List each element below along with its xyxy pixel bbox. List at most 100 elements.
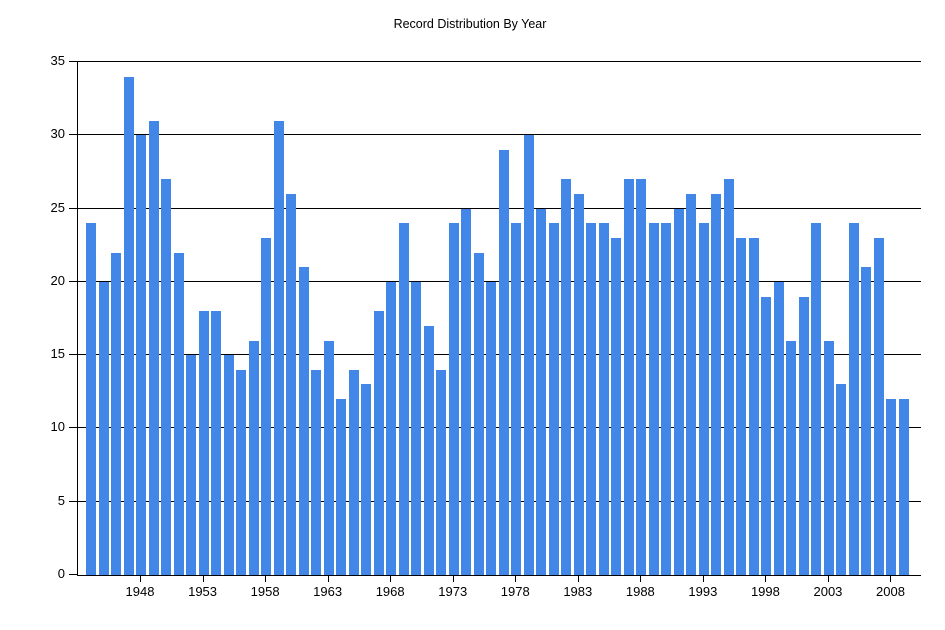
bar-1961 xyxy=(298,267,309,575)
bar-1994 xyxy=(711,193,722,575)
bar-1979 xyxy=(523,135,534,575)
x-axis-tick-1968 xyxy=(390,575,392,582)
x-axis-tick-2003 xyxy=(827,575,829,582)
bar-1948 xyxy=(136,135,147,575)
bar-1983 xyxy=(573,193,584,575)
bar-1988 xyxy=(636,179,647,575)
bar-1966 xyxy=(361,384,372,575)
y-axis-tick-5 xyxy=(69,500,77,502)
bar-1970 xyxy=(411,281,422,575)
x-axis-label-1948: 1948 xyxy=(125,584,155,599)
bar-1973 xyxy=(448,223,459,575)
y-axis-label-0: 0 xyxy=(57,566,65,581)
bar-1974 xyxy=(461,208,472,575)
y-axis-tick-35 xyxy=(69,61,77,62)
bar-2000 xyxy=(786,340,797,575)
bar-1946 xyxy=(111,252,121,575)
bar-1953 xyxy=(198,311,209,575)
y-axis-label-10: 10 xyxy=(50,419,65,435)
bar-1977 xyxy=(498,149,509,575)
bar-1962 xyxy=(311,369,322,575)
bar-2004 xyxy=(836,384,847,575)
x-axis-label-1968: 1968 xyxy=(375,584,405,599)
bar-1952 xyxy=(186,355,197,575)
bar-1972 xyxy=(436,369,447,575)
x-axis-tick-2008 xyxy=(890,575,892,582)
bar-1968 xyxy=(386,281,397,575)
bar-1995 xyxy=(723,179,734,575)
bar-1997 xyxy=(748,237,759,575)
x-axis-tick-1948 xyxy=(140,575,142,582)
bar-2006 xyxy=(861,267,872,575)
y-axis-tick-10 xyxy=(69,427,77,429)
bar-1963 xyxy=(323,340,334,575)
bar-1964 xyxy=(336,399,347,575)
x-axis-label-1983: 1983 xyxy=(563,584,593,599)
bar-1986 xyxy=(611,237,622,575)
y-axis-label-25: 25 xyxy=(50,199,65,215)
chart-title: Record Distribution By Year xyxy=(393,17,547,31)
bar-1992 xyxy=(686,193,697,575)
bar-1980 xyxy=(536,208,547,575)
bar-2005 xyxy=(848,223,859,575)
x-axis-tick-1978 xyxy=(515,575,517,582)
bar-1969 xyxy=(398,223,409,575)
y-axis-label-15: 15 xyxy=(50,346,65,362)
y-axis-label-30: 30 xyxy=(50,126,65,142)
bar-1999 xyxy=(773,281,784,575)
x-axis-tick-1993 xyxy=(702,575,704,582)
y-axis-tick-20 xyxy=(69,280,77,282)
gridline-y-30 xyxy=(78,134,921,136)
bar-1959 xyxy=(273,120,284,575)
bar-1991 xyxy=(673,208,684,575)
bar-1944 xyxy=(86,223,96,575)
x-axis-tick-1953 xyxy=(202,575,204,582)
x-axis-tick-1998 xyxy=(765,575,767,582)
bar-1949 xyxy=(148,120,159,575)
bar-2009 xyxy=(899,399,909,575)
x-axis-label-1963: 1963 xyxy=(313,584,343,599)
bar-1993 xyxy=(698,223,709,575)
x-axis-tick-1983 xyxy=(577,575,579,582)
bar-1960 xyxy=(286,193,297,575)
x-axis-label-1993: 1993 xyxy=(688,584,718,599)
bar-2002 xyxy=(811,223,822,575)
bar-1947 xyxy=(123,76,134,575)
x-axis-label-2003: 2003 xyxy=(813,584,843,599)
bar-1956 xyxy=(236,369,247,575)
bar-1950 xyxy=(161,179,172,575)
bar-1976 xyxy=(486,281,497,575)
bar-1967 xyxy=(373,311,384,575)
bar-1957 xyxy=(248,340,259,575)
x-axis-label-1958: 1958 xyxy=(250,584,280,599)
bar-1951 xyxy=(173,252,184,575)
bar-1958 xyxy=(261,237,272,575)
bar-1954 xyxy=(211,311,222,575)
bar-2003 xyxy=(823,340,834,575)
bar-1998 xyxy=(761,296,772,575)
bar-1981 xyxy=(548,223,559,575)
bar-1978 xyxy=(511,223,522,575)
x-axis-label-1953: 1953 xyxy=(188,584,218,599)
bar-1996 xyxy=(736,237,747,575)
bar-2001 xyxy=(798,296,809,575)
y-axis-label-20: 20 xyxy=(50,272,65,288)
x-axis-tick-1988 xyxy=(640,575,642,582)
bar-1989 xyxy=(648,223,659,575)
x-axis-tick-1958 xyxy=(265,575,267,582)
x-axis-tick-1973 xyxy=(452,575,454,582)
x-axis-tick-1963 xyxy=(327,575,329,582)
bar-1987 xyxy=(623,179,634,575)
bar-1982 xyxy=(561,179,572,575)
y-axis-label-35: 35 xyxy=(50,53,65,68)
bar-1984 xyxy=(586,223,597,575)
bar-1945 xyxy=(98,281,109,575)
x-axis-label-1998: 1998 xyxy=(750,584,780,599)
y-axis-tick-25 xyxy=(69,207,77,209)
y-axis-tick-0 xyxy=(69,574,77,575)
y-axis-label-5: 5 xyxy=(57,492,65,508)
bar-1955 xyxy=(223,355,234,575)
y-axis-tick-30 xyxy=(69,134,77,136)
bar-1985 xyxy=(598,223,609,575)
